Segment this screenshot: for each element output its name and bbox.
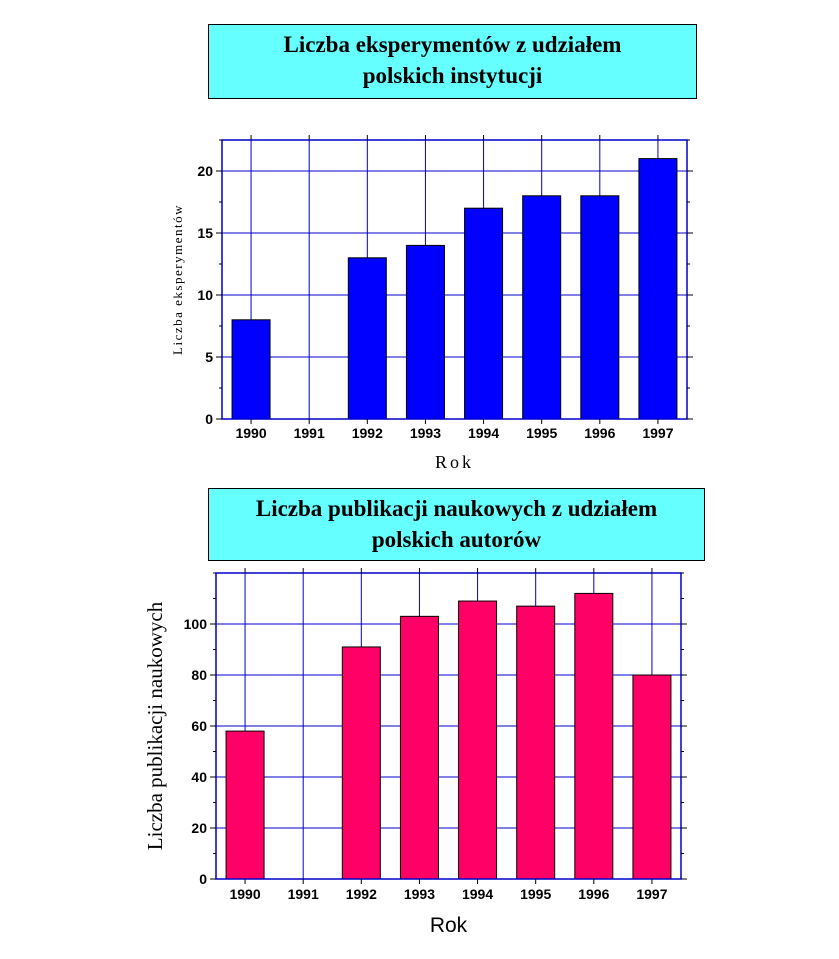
- chart1-title: Liczba eksperymentów z udziałem polskich…: [208, 24, 697, 99]
- chart1-ytick-label: 15: [197, 225, 213, 241]
- chart2-xtick-label-1996: 1996: [578, 886, 609, 902]
- chart1-ytick-label: 10: [197, 287, 213, 303]
- chart2-bar-1994: [458, 600, 498, 880]
- chart1-ytick-label: 0: [205, 411, 213, 427]
- chart2-ytick-label: 40: [191, 769, 207, 785]
- chart2-ytick-label: 80: [191, 667, 207, 683]
- chart1-title-line2: polskich instytucji: [362, 63, 543, 88]
- chart1-xtick-label-1997: 1997: [642, 425, 673, 441]
- chart1-bar-1994: [464, 207, 504, 420]
- chart1-bar-1995: [522, 195, 562, 420]
- chart1-xtick-label-1996: 1996: [584, 425, 615, 441]
- chart1-xtick-label-1990: 1990: [235, 425, 266, 441]
- chart1-xtick-label-1991: 1991: [294, 425, 325, 441]
- chart2-ytick-label: 20: [191, 820, 207, 836]
- chart1-x-axis-title: Rok: [435, 452, 474, 472]
- chart1-y-axis-title: Liczba eksperymentów: [170, 204, 185, 355]
- chart2-ytick-label: 100: [184, 616, 208, 632]
- chart2-ytick-label: 0: [199, 871, 207, 887]
- chart1-xtick-label-1995: 1995: [526, 425, 557, 441]
- chart2-bar-1990: [225, 730, 265, 880]
- chart2-title-line2: polskich autorów: [371, 527, 542, 552]
- chart1-xtick-label-1994: 1994: [468, 425, 499, 441]
- chart2-xtick-label-1991: 1991: [288, 886, 319, 902]
- chart1-xtick-label-1993: 1993: [410, 425, 441, 441]
- chart1-bar-1990: [231, 319, 271, 420]
- chart1-frame: [221, 139, 688, 420]
- chart1-bar-1996: [580, 195, 620, 420]
- chart2-xtick-label-1992: 1992: [346, 886, 377, 902]
- chart1-xtick-label-1992: 1992: [352, 425, 383, 441]
- chart2-bar-1995: [516, 605, 556, 880]
- chart2-ytick-label: 60: [191, 718, 207, 734]
- chart1-ytick-label: 5: [205, 349, 213, 365]
- chart2-y-axis-title: Liczba publikacji naukowych: [143, 601, 167, 850]
- chart2-bar-1993: [399, 615, 439, 880]
- chart2-xtick-label-1997: 1997: [636, 886, 667, 902]
- chart1-bar-1992: [347, 257, 387, 420]
- chart2-title: Liczba publikacji naukowych z udziałem p…: [208, 488, 705, 561]
- chart1-ytick-label: 20: [197, 163, 213, 179]
- chart2-xtick-label-1990: 1990: [229, 886, 260, 902]
- chart1-title-line1: Liczba eksperymentów z udziałem: [283, 32, 622, 57]
- chart2-bar-1997: [632, 674, 672, 880]
- chart2-xtick-label-1994: 1994: [462, 886, 493, 902]
- chart2-x-axis-title: Rok: [430, 914, 468, 937]
- chart2-title-line1: Liczba publikacji naukowych z udziałem: [255, 496, 658, 521]
- chart1-bar-1997: [638, 158, 678, 420]
- chart2-bar-1992: [341, 646, 381, 880]
- chart1-bar-1993: [405, 244, 445, 420]
- chart2-xtick-label-1995: 1995: [520, 886, 551, 902]
- chart2-xtick-label-1993: 1993: [404, 886, 435, 902]
- chart2-bar-1996: [574, 592, 614, 880]
